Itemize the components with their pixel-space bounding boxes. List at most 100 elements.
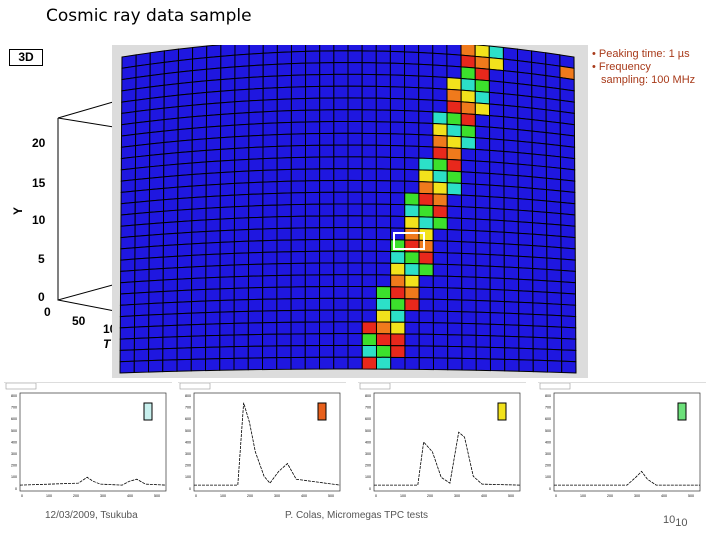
pad-cell xyxy=(290,86,307,100)
pad-cell xyxy=(432,333,449,347)
pad-cell xyxy=(460,194,477,209)
pad-cell xyxy=(375,262,392,276)
pad-cell xyxy=(560,201,576,216)
pad-cell xyxy=(404,239,420,253)
pad-cell xyxy=(233,322,249,336)
pad-cell xyxy=(446,88,462,103)
pad-cell xyxy=(234,100,250,114)
pad-cell xyxy=(361,132,377,146)
pad-cell xyxy=(404,227,420,241)
pad-cell xyxy=(205,148,222,163)
pad-cell xyxy=(233,275,250,289)
pad-cell xyxy=(304,274,321,288)
pad-cell xyxy=(475,299,491,314)
pad-cell xyxy=(347,309,363,323)
pad-cell xyxy=(276,286,292,300)
pad-cell xyxy=(418,263,434,277)
waveform-trace xyxy=(554,470,700,486)
pad-cell xyxy=(219,346,235,360)
pad-cell xyxy=(518,347,534,361)
pad-cell xyxy=(290,168,306,182)
pad-cell xyxy=(475,288,491,302)
pad-cell xyxy=(432,87,448,102)
pad-cell xyxy=(134,234,150,249)
pad-cell xyxy=(532,233,548,248)
pad-cell xyxy=(333,73,349,87)
pad-cell xyxy=(206,55,222,70)
waveform-x-tick: 500 xyxy=(688,494,694,498)
pad-cell xyxy=(176,312,192,326)
pad-cell xyxy=(177,243,193,257)
waveform-y-tick: 0 xyxy=(549,487,551,491)
pad-cell xyxy=(205,195,221,209)
pad-cell xyxy=(460,89,476,104)
pad-cell xyxy=(233,310,249,324)
pad-cell xyxy=(191,265,207,280)
pad-cell xyxy=(206,67,222,82)
pad-cell xyxy=(488,45,504,60)
pad-cell xyxy=(191,288,207,303)
pad-cell xyxy=(319,309,335,323)
pad-cell xyxy=(304,203,321,217)
pad-cell xyxy=(418,298,434,312)
pad-cell xyxy=(560,292,577,306)
pad-cell xyxy=(234,158,250,173)
pad-cell xyxy=(375,250,392,264)
pad-cell xyxy=(447,299,463,313)
pad-cell xyxy=(532,359,549,373)
pad-cell xyxy=(546,348,563,362)
pad-cell xyxy=(190,312,207,326)
pad-cell xyxy=(361,85,377,99)
waveform-x-tick: 200 xyxy=(73,494,79,498)
pad-cell xyxy=(532,268,548,282)
pad-cell xyxy=(290,121,307,135)
pad-cell xyxy=(432,40,448,55)
waveform-svg: 800 700 600 500 400 300 200 100 00 100 200 300 400 50… xyxy=(179,382,341,498)
waveform-y-tick: 600 xyxy=(365,417,371,421)
pad-cell xyxy=(389,86,406,100)
pad-cell xyxy=(531,130,547,145)
pad-cell xyxy=(432,123,448,137)
pad-cell xyxy=(305,74,321,88)
pad-cell xyxy=(120,167,136,182)
pad-cell xyxy=(248,251,264,266)
pad-cell xyxy=(205,218,221,233)
pad-cell xyxy=(262,110,278,125)
waveform-y-tick: 100 xyxy=(365,475,371,479)
pad-cell xyxy=(447,357,463,371)
pad-cell xyxy=(560,269,576,284)
waveform-x-tick: 100 xyxy=(580,494,586,498)
pad-cell xyxy=(475,253,491,267)
pad-cell xyxy=(461,287,477,302)
pad-cell xyxy=(418,157,434,171)
pad-cell xyxy=(517,140,533,155)
pad-cell xyxy=(432,298,449,312)
pad-cell xyxy=(545,109,561,124)
pad-cell xyxy=(560,235,576,250)
pad-cell xyxy=(517,255,534,270)
pad-cell xyxy=(446,205,463,219)
pad-cell xyxy=(489,184,505,199)
waveform-y-tick: 700 xyxy=(185,406,191,410)
pad-cell xyxy=(247,310,264,324)
pad-cell xyxy=(220,112,236,127)
pad-cell xyxy=(475,265,491,279)
pad-cell xyxy=(390,309,406,323)
pad-cell xyxy=(347,297,363,311)
pad-cell xyxy=(163,48,180,63)
pad-cell xyxy=(219,159,236,174)
pad-cell xyxy=(262,228,278,242)
pad-cell xyxy=(418,216,434,230)
pad-cell xyxy=(119,337,135,351)
pad-cell xyxy=(489,312,506,326)
pad-cell xyxy=(347,215,363,229)
pad-cell xyxy=(233,264,250,278)
pad-cell xyxy=(361,250,377,264)
pad-cell xyxy=(163,209,179,224)
waveform-y-tick: 600 xyxy=(11,417,17,421)
waveform-x-tick: 100 xyxy=(220,494,226,498)
pad-cell xyxy=(219,252,235,267)
pad-cell xyxy=(120,269,136,284)
pad-cell xyxy=(546,211,562,226)
waveform-y-tick: 400 xyxy=(11,440,17,444)
